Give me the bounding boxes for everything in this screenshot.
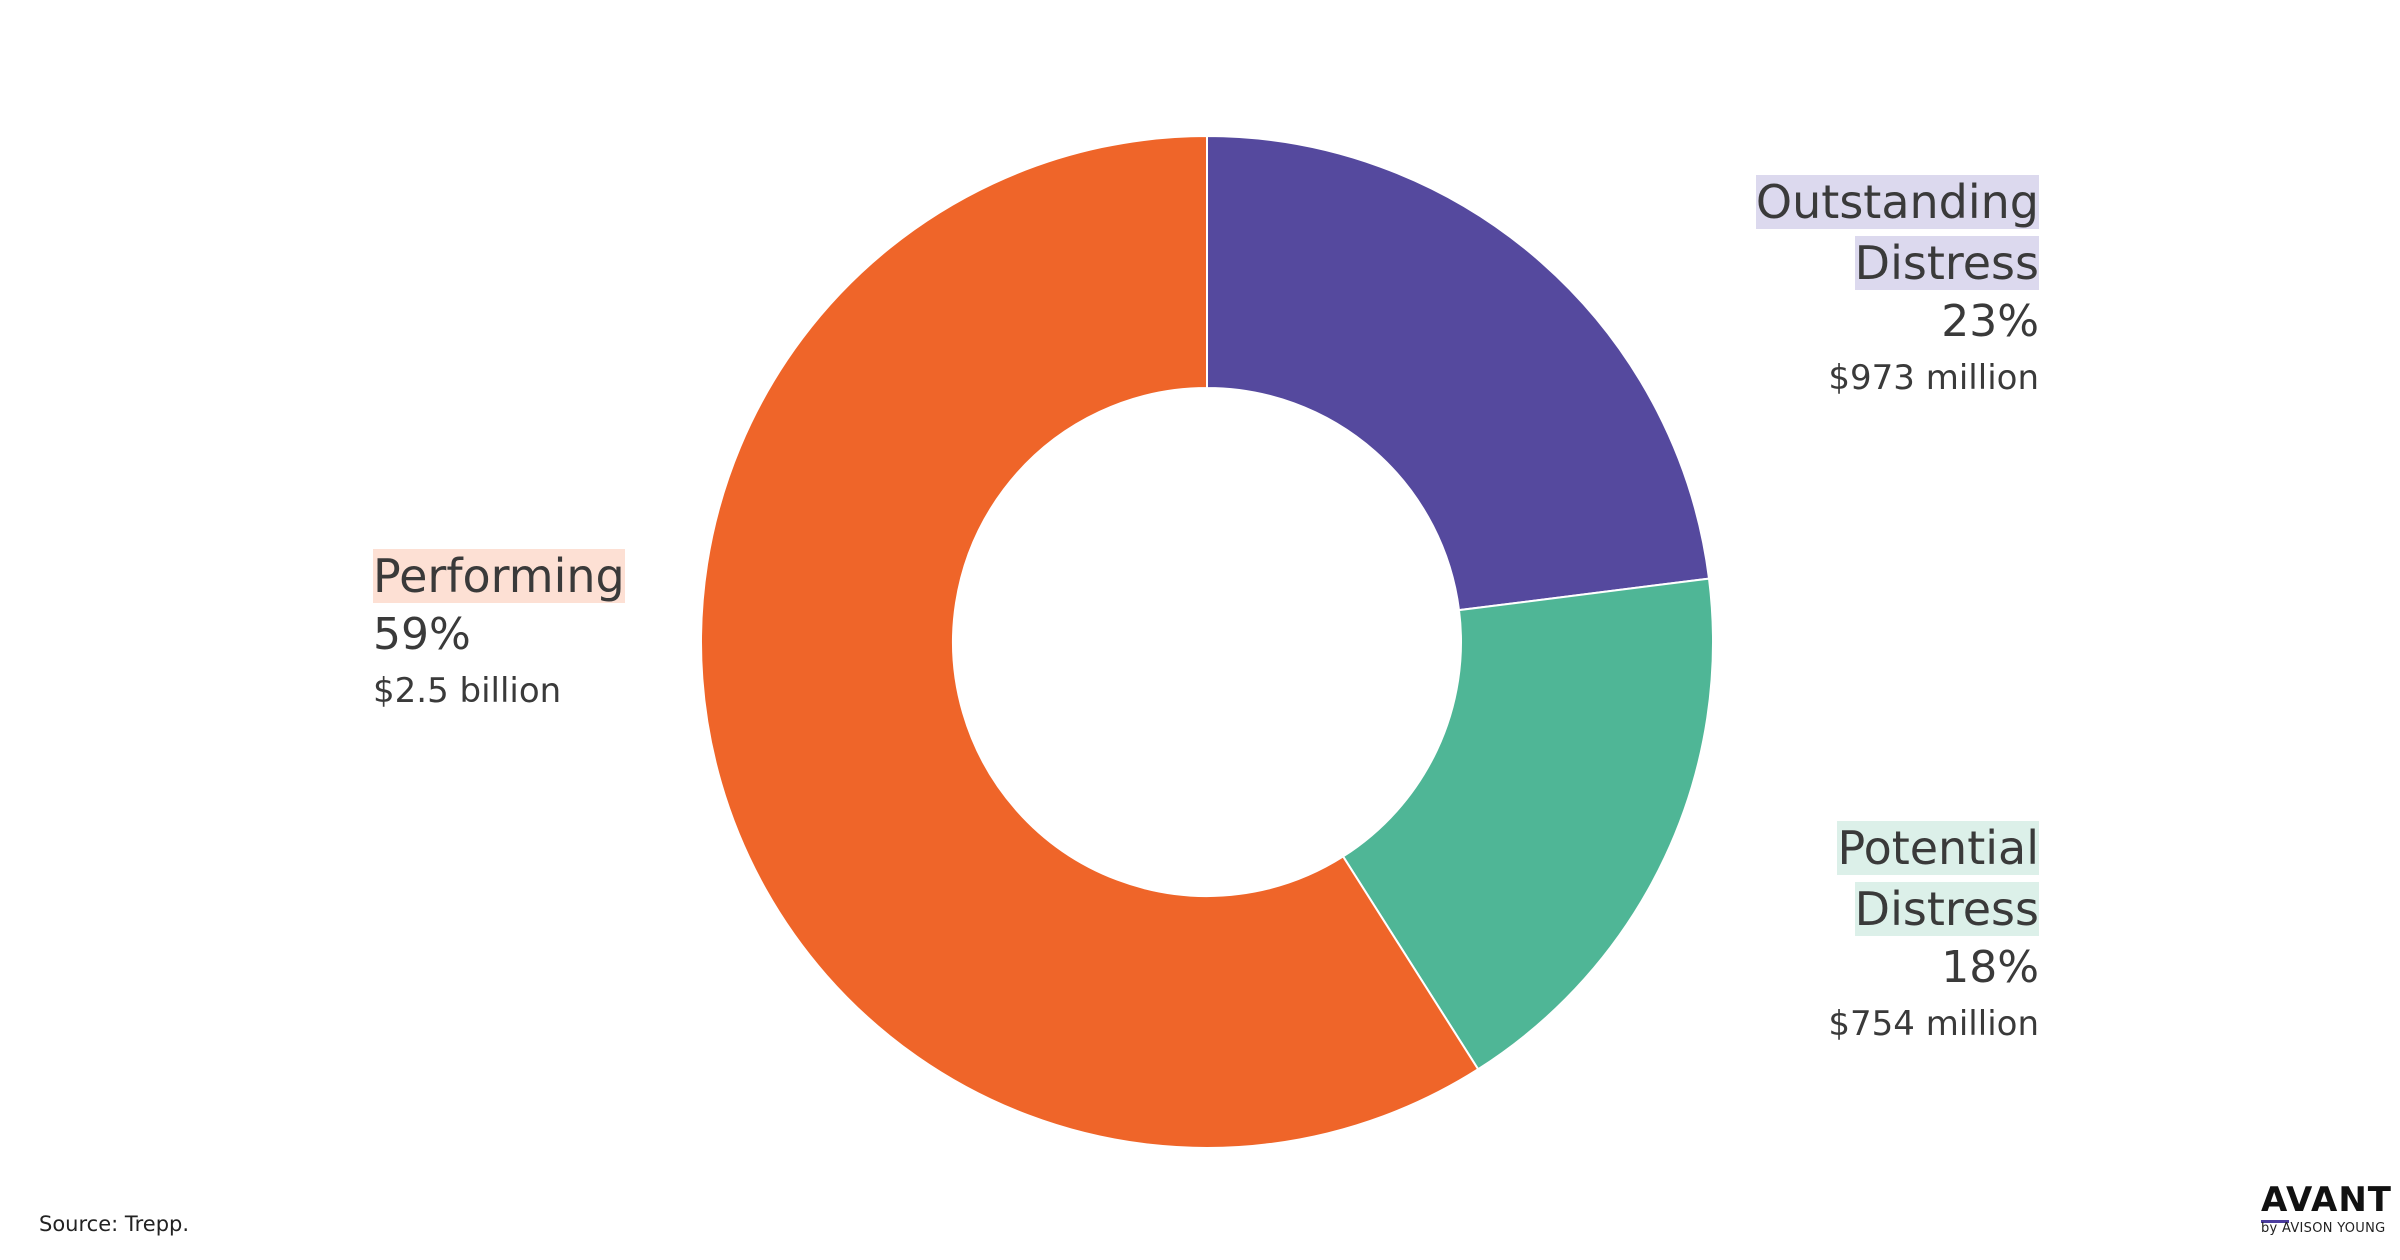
slice-name-potential-distress: Potential Distress xyxy=(1837,821,2039,936)
logo-accent-bar xyxy=(2261,1220,2289,1223)
slice-label-outstanding-distress: Outstanding Distress 23% $973 million xyxy=(1439,172,2039,398)
donut-slice-outstanding xyxy=(1206,134,1711,612)
slice-label-performing: Performing 59% $2.5 billion xyxy=(373,546,973,711)
slice-name-line: Performing xyxy=(373,549,625,603)
slice-amount-potential-distress: $754 million xyxy=(1828,1003,2039,1044)
slice-name-line: Outstanding xyxy=(1755,175,2039,229)
logo-wordmark: AVANT xyxy=(2261,1180,2392,1220)
donut-slice-performing xyxy=(700,134,1480,1149)
avant-logo: AVANT by AVISON YOUNG xyxy=(2261,1180,2392,1241)
donut-slice-potential xyxy=(1341,577,1714,1071)
slice-percent-potential-distress: 18% xyxy=(1941,942,2039,993)
slice-percent-performing: 59% xyxy=(373,609,471,660)
slice-name-performing: Performing xyxy=(373,549,625,603)
slice-percent-outstanding-distress: 23% xyxy=(1941,296,2039,347)
slice-name-line: Potential xyxy=(1837,821,2039,875)
slice-label-potential-distress: Potential Distress 18% $754 million xyxy=(1439,818,2039,1044)
source-note: Source: Trepp. xyxy=(39,1212,190,1236)
logo-subtitle: by AVISON YOUNG xyxy=(2261,1221,2386,1236)
slice-name-outstanding-distress: Outstanding Distress xyxy=(1755,175,2039,290)
slice-amount-outstanding-distress: $973 million xyxy=(1828,357,2039,398)
slice-amount-performing: $2.5 billion xyxy=(373,670,562,711)
slice-name-line: Distress xyxy=(1854,236,2039,290)
slice-name-line: Distress xyxy=(1854,882,2039,936)
